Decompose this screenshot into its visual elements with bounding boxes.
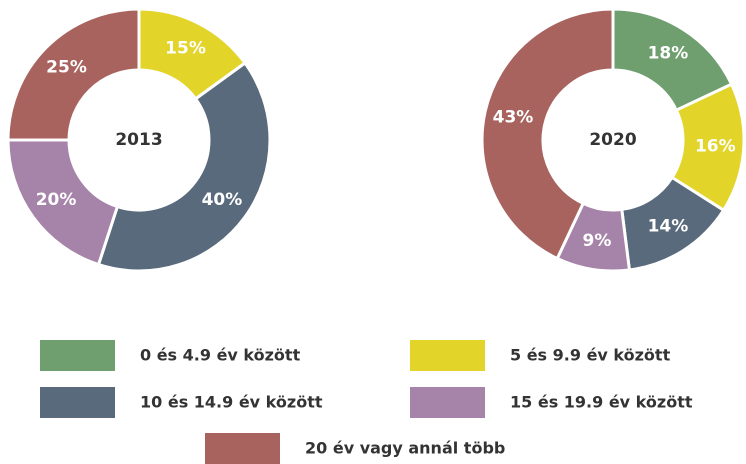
legend-swatch	[410, 340, 485, 371]
data-label: 18%	[648, 43, 689, 63]
legend-swatch	[40, 387, 115, 418]
legend-swatch	[40, 340, 115, 371]
donut-slice	[96, 60, 272, 273]
legend-label: 0 és 4.9 év között	[140, 346, 301, 365]
legend-label: 15 és 19.9 év között	[510, 393, 693, 412]
donut-slice	[6, 7, 141, 142]
chart-center-label: 2020	[589, 130, 636, 150]
data-label: 15%	[165, 39, 206, 59]
legend-label: 20 év vagy annál több	[305, 439, 505, 458]
legend-swatch	[410, 387, 485, 418]
data-label: 25%	[46, 58, 87, 78]
chart-center-label: 2013	[115, 130, 162, 150]
data-label: 14%	[648, 217, 689, 237]
legend-label: 10 és 14.9 év között	[140, 393, 323, 412]
data-label: 20%	[36, 190, 77, 210]
data-label: 40%	[202, 190, 243, 210]
legend-label: 5 és 9.9 év között	[510, 346, 671, 365]
data-label: 9%	[583, 231, 612, 251]
data-label: 43%	[493, 108, 534, 128]
legend-swatch	[205, 433, 280, 464]
donut-slice	[6, 138, 120, 267]
data-label: 16%	[695, 136, 736, 156]
donut-slice	[480, 7, 615, 261]
